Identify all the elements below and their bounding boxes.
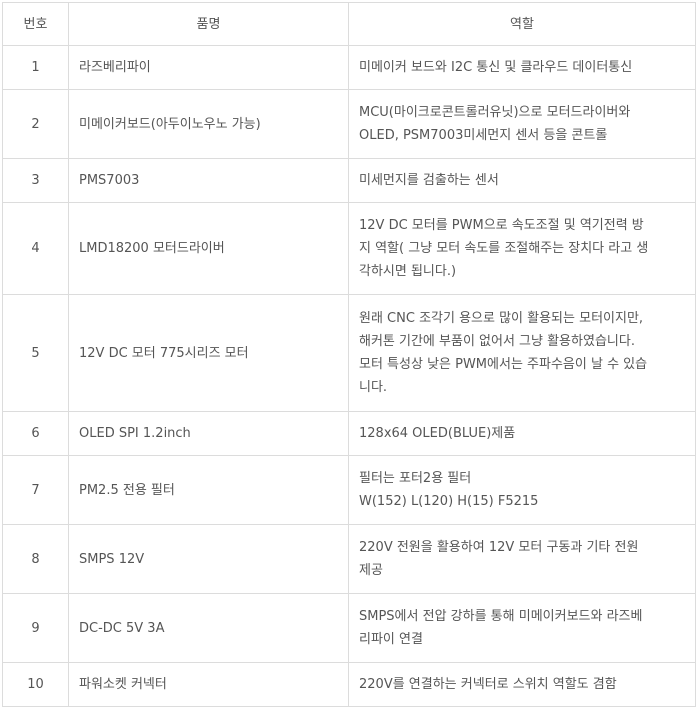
table-row: 4 LMD18200 모터드라이버 12V DC 모터를 PWM으로 속도조절 및 … [2,202,696,295]
role-text-line: 필터는 포터2용 필터 [359,471,472,486]
cell-number: 10 [2,662,69,707]
cell-part-name: OLED SPI 1.2inch [68,411,349,456]
role-text-line: 미세먼지를 검출하는 센서 [359,173,499,188]
role-text-line: 모터 특성상 낮은 PWM에서는 주파수음이 날 수 있습 [359,357,648,372]
cell-role: 미세먼지를 검출하는 센서 [348,158,696,203]
cell-role: 필터는 포터2용 필터 W(152) L(120) H(15) F5215 [348,455,696,525]
cell-role: 128x64 OLED(BLUE)제품 [348,411,696,456]
table-row: 1 라즈베리파이 미메이커 보드와 I2C 통신 및 클라우드 데이터통신 [2,45,696,90]
table-row: 10 파워소켓 커넥터 220V를 연결하는 커넥터로 스위치 역할도 겸함 [2,662,696,707]
cell-part-name: 12V DC 모터 775시리즈 모터 [68,294,349,412]
cell-part-name: DC-DC 5V 3A [68,593,349,663]
cell-number: 6 [2,411,69,456]
cell-number: 9 [2,593,69,663]
role-text-line: 220V를 연결하는 커넥터로 스위치 역할도 겸함 [359,677,617,692]
role-text-line: OLED, PSM7003미세먼지 센서 등을 콘트롤 [359,128,608,143]
cell-part-name: PM2.5 전용 필터 [68,455,349,525]
header-name: 품명 [68,2,349,46]
cell-part-name: 파워소켓 커넥터 [68,662,349,707]
role-text-line: 해커톤 기간에 부품이 없어서 그냥 활용하였습니다. [359,334,635,349]
parts-table: 번호 품명 역할 1 라즈베리파이 미메이커 보드와 I2C 통신 및 클라우드 데… [2,2,696,707]
cell-part-name: PMS7003 [68,158,349,203]
role-text-line: 제공 [359,563,383,578]
table-row: 5 12V DC 모터 775시리즈 모터 원래 CNC 조각기 용으로 많이 활용… [2,294,696,412]
role-text-line: 128x64 OLED(BLUE)제품 [359,426,516,441]
role-text-line: 리파이 연결 [359,632,423,647]
role-text-line: W(152) L(120) H(15) F5215 [359,494,539,509]
role-text-line: 12V DC 모터를 PWM으로 속도조절 및 역기전력 방 [359,218,644,233]
cell-number: 4 [2,202,69,295]
cell-part-name: 라즈베리파이 [68,45,349,90]
header-no: 번호 [2,2,69,46]
cell-role: 220V를 연결하는 커넥터로 스위치 역할도 겸함 [348,662,696,707]
cell-part-name: 미메이커보드(아두이노우노 가능) [68,89,349,159]
table-row: 9 DC-DC 5V 3A SMPS에서 전압 강하를 통해 미메이커보드와 라즈베… [2,593,696,663]
cell-number: 8 [2,524,69,594]
cell-role: MCU(마이크로콘트롤러유닛)으로 모터드라이버와 OLED, PSM7003미세… [348,89,696,159]
table-row: 8 SMPS 12V 220V 전원을 활용하여 12V 모터 구동과 기타 전원 제… [2,524,696,594]
cell-number: 7 [2,455,69,525]
cell-number: 2 [2,89,69,159]
role-text-line: 지 역할( 그냥 모터 속도를 조절해주는 장치다 라고 생 [359,241,649,256]
table-row: 2 미메이커보드(아두이노우노 가능) MCU(마이크로콘트롤러유닛)으로 모터드라… [2,89,696,159]
role-text-line: SMPS에서 전압 강하를 통해 미메이커보드와 라즈베 [359,609,643,624]
role-text-line: 각하시면 됩니다.) [359,264,457,279]
cell-role: 미메이커 보드와 I2C 통신 및 클라우드 데이터통신 [348,45,696,90]
cell-number: 3 [2,158,69,203]
header-role: 역할 [348,2,696,46]
table-row: 6 OLED SPI 1.2inch 128x64 OLED(BLUE)제품 [2,411,696,456]
role-text-line: MCU(마이크로콘트롤러유닛)으로 모터드라이버와 [359,105,631,120]
cell-number: 5 [2,294,69,412]
cell-number: 1 [2,45,69,90]
role-text-line: 원래 CNC 조각기 용으로 많이 활용되는 모터이지만, [359,311,644,326]
table-row: 7 PM2.5 전용 필터 필터는 포터2용 필터 W(152) L(120) H(1… [2,455,696,525]
role-text-line: 니다. [359,380,388,395]
cell-part-name: LMD18200 모터드라이버 [68,202,349,295]
role-text-line: 220V 전원을 활용하여 12V 모터 구동과 기타 전원 [359,540,639,555]
cell-part-name: SMPS 12V [68,524,349,594]
cell-role: 원래 CNC 조각기 용으로 많이 활용되는 모터이지만, 해커톤 기간에 부품이… [348,294,696,412]
table-row: 3 PMS7003 미세먼지를 검출하는 센서 [2,158,696,203]
table-header-row: 번호 품명 역할 [2,2,696,46]
role-text-line: 미메이커 보드와 I2C 통신 및 클라우드 데이터통신 [359,60,633,75]
